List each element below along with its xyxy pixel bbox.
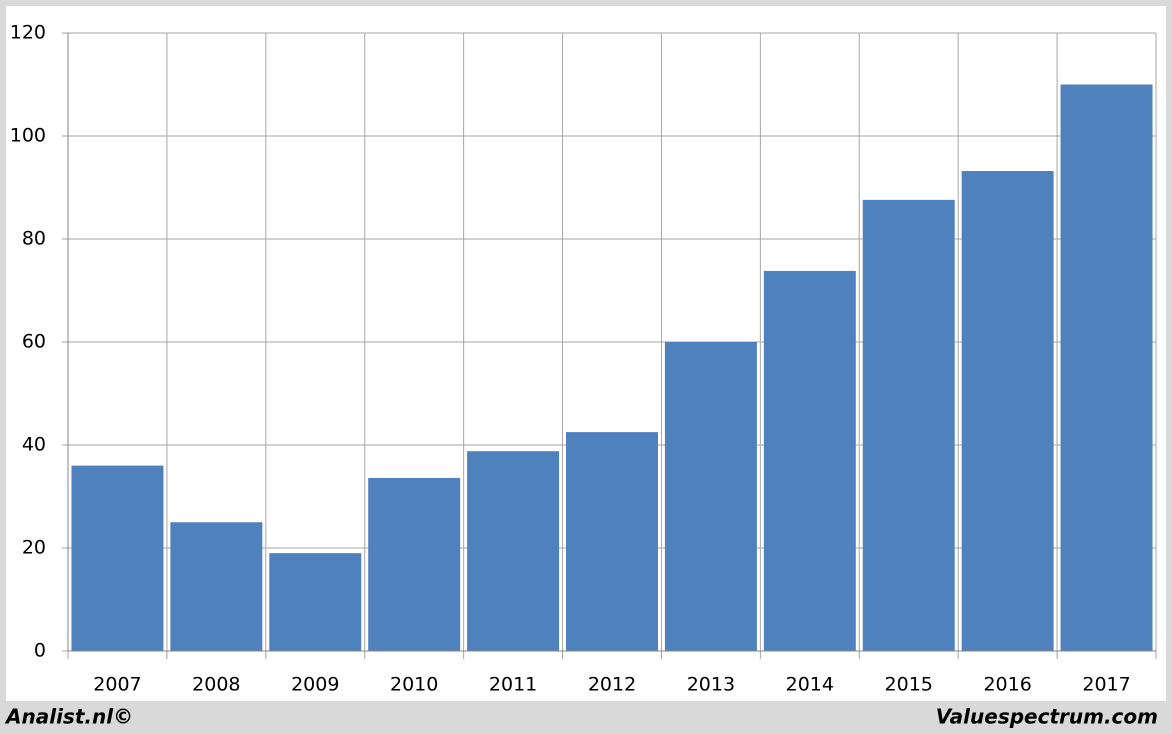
y-tick-label: 0 <box>34 640 46 662</box>
bar <box>170 522 263 651</box>
x-tick-label: 2009 <box>291 674 339 696</box>
bar <box>1060 84 1153 651</box>
x-tick-label: 2011 <box>489 674 537 696</box>
bar <box>566 432 658 651</box>
y-tick-label: 20 <box>22 537 46 559</box>
x-tick-label: 2010 <box>390 674 438 696</box>
y-tick-label: 40 <box>22 434 46 456</box>
y-tick-label: 100 <box>10 125 46 147</box>
bar <box>269 553 362 651</box>
y-tick-label: 120 <box>10 22 46 44</box>
y-tick-label: 60 <box>22 331 46 353</box>
bar <box>961 171 1054 651</box>
x-tick-label: 2017 <box>1082 674 1130 696</box>
bar <box>664 342 757 651</box>
x-tick-label: 2008 <box>192 674 240 696</box>
bar <box>862 199 955 652</box>
x-tick-label: 2007 <box>93 674 141 696</box>
bar <box>368 477 461 651</box>
bar <box>467 451 560 651</box>
x-tick-label: 2016 <box>983 674 1031 696</box>
footer-left: Analist.nl© <box>4 705 133 729</box>
y-tick-label: 80 <box>22 228 46 250</box>
bar <box>763 270 856 651</box>
x-tick-label: 2014 <box>786 674 834 696</box>
x-tick-label: 2013 <box>687 674 735 696</box>
x-tick-label: 2012 <box>588 674 636 696</box>
bar <box>71 465 164 651</box>
x-tick-label: 2015 <box>885 674 933 696</box>
footer-right: Valuespectrum.com <box>936 705 1158 729</box>
